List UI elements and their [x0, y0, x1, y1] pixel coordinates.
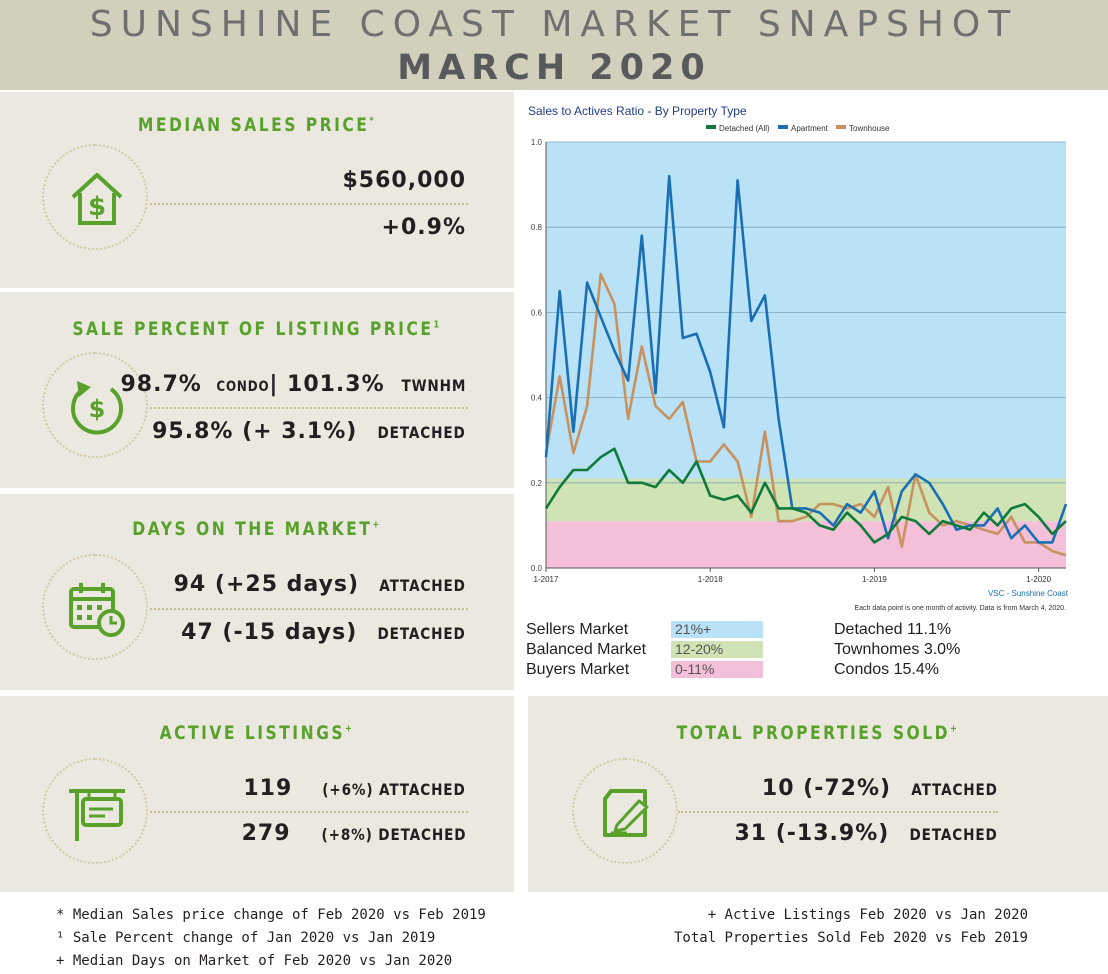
- chart-note: Each data point is one month of activity…: [854, 605, 1066, 612]
- total-sold-panel: TOTAL PROPERTIES SOLD+ 10 (-72%) ATTACHE…: [528, 696, 1108, 892]
- days-on-market-panel: DAYS ON THE MARKET+ 94 (+25 days) ATTACH…: [0, 494, 514, 690]
- active-listings-title: ACTIVE LISTINGS+: [159, 722, 355, 744]
- dom-line1: 94 (+25 days) ATTACHED: [173, 572, 466, 597]
- chart-title: Sales to Actives Ratio - By Property Typ…: [528, 104, 747, 118]
- legend-entry: Townhouse: [849, 124, 890, 133]
- median-value: $560,000: [342, 168, 466, 193]
- ratio-detached: Detached 11.1%: [834, 621, 952, 638]
- divider: [150, 811, 468, 813]
- series-line-apartment: [544, 174, 1068, 544]
- sold-icon-circle: [572, 758, 678, 864]
- footnote-median: * Median Sales price change of Feb 2020 …: [56, 907, 486, 923]
- svg-text:$: $: [89, 395, 106, 423]
- x-tick-label: 1-2020: [1026, 575, 1051, 584]
- divider: [150, 407, 468, 409]
- svg-text:$: $: [88, 192, 106, 222]
- calendar-clock-icon: [69, 583, 125, 637]
- legend-buyers-label: Buyers Market: [526, 661, 630, 678]
- legend-entry: Detached (All): [719, 124, 770, 133]
- x-tick-label: 1-2018: [698, 575, 723, 584]
- legend-balanced-range: 12-20%: [671, 641, 763, 658]
- x-tick-label: 1-2017: [534, 575, 559, 584]
- dom-line2: 47 (-15 days) DETACHED: [181, 620, 466, 645]
- x-tick-label: 1-2019: [862, 575, 887, 584]
- sign-icon: [69, 789, 125, 841]
- divider: [150, 203, 468, 205]
- y-tick-label: 0.0: [531, 564, 543, 573]
- ratio-townhomes: Townhomes 3.0%: [834, 641, 961, 658]
- divider: [678, 811, 998, 813]
- y-tick-label: 1.0: [531, 138, 543, 147]
- sold-line1: 10 (-72%) ATTACHED: [761, 776, 998, 801]
- active-line2: 279 (+8%) DETACHED: [241, 821, 466, 846]
- sale-percent-icon-circle: $: [42, 352, 148, 458]
- header: SUNSHINE COAST MARKET SNAPSHOT MARCH 202…: [0, 0, 1108, 90]
- dom-icon-circle: [42, 554, 148, 660]
- contract-pen-icon: [603, 789, 649, 837]
- band-sellers-market: [546, 142, 1066, 479]
- active-listings-panel: ACTIVE LISTINGS+ 119 (+6%) ATTACHED 279 …: [0, 696, 514, 892]
- sales-actives-chart: 0.0 0.2 0.4 0.6 0.8 1.0 1-2017 1-2018 1-2019 1-20…: [528, 104, 1069, 612]
- house-dollar-icon: $: [71, 173, 123, 225]
- y-tick-label: 0.6: [531, 308, 543, 317]
- legend-swatch: [836, 125, 846, 129]
- series-line-detached-all-: [544, 447, 1067, 544]
- y-tick-label: 0.8: [531, 223, 543, 232]
- page-subtitle: MARCH 2020: [397, 48, 711, 88]
- divider: [150, 608, 468, 610]
- median-icon-circle: $: [42, 144, 148, 250]
- footnote-sold: Total Properties Sold Feb 2020 vs Feb 20…: [673, 930, 1028, 946]
- median-sales-title: MEDIAN SALES PRICE*: [137, 114, 377, 136]
- sale-percent-panel: SALE PERCENT OF LISTING PRICE1 $ 98.7% C…: [0, 292, 514, 488]
- legend-entry: Apartment: [791, 124, 829, 133]
- cycle-dollar-icon: $: [71, 381, 123, 435]
- active-line1: 119 (+6%) ATTACHED: [243, 776, 466, 801]
- legend-sellers-label: Sellers Market: [526, 621, 629, 638]
- sale-percent-line2: 95.8% (+ 3.1%) DETACHED: [152, 419, 466, 444]
- y-tick-label: 0.4: [531, 394, 543, 403]
- legend-swatch: [706, 125, 716, 129]
- active-icon-circle: [42, 758, 148, 864]
- legend-buyers-range: 0-11%: [671, 661, 763, 678]
- footnote-sale-percent: ¹ Sale Percent change of Jan 2020 vs Jan…: [56, 930, 436, 946]
- days-on-market-title: DAYS ON THE MARKET+: [132, 518, 382, 540]
- legend-sellers-range: 21%+: [671, 621, 763, 638]
- series-line-townhouse: [544, 272, 1067, 557]
- legend-balanced-label: Balanced Market: [526, 641, 647, 658]
- legend-swatch: [778, 125, 788, 129]
- footnote-days: + Median Days on Market of Feb 2020 vs J…: [56, 953, 453, 969]
- sale-percent-title: SALE PERCENT OF LISTING PRICE1: [72, 318, 442, 340]
- chart-source: VSC - Sunshine Coast: [988, 589, 1069, 598]
- ratio-condos: Condos 15.4%: [834, 661, 939, 678]
- page-title: SUNSHINE COAST MARKET SNAPSHOT: [89, 4, 1019, 45]
- footnote-active: + Active Listings Feb 2020 vs Jan 2020: [707, 907, 1028, 923]
- total-sold-title: TOTAL PROPERTIES SOLD+: [676, 722, 960, 744]
- band-buyers-market: [546, 521, 1066, 568]
- sold-line2: 31 (-13.9%) DETACHED: [734, 821, 998, 846]
- sale-percent-line1: 98.7% CONDO| 101.3% TWNHM: [120, 372, 466, 397]
- median-sales-panel: MEDIAN SALES PRICE* $ $560,000 +0.9%: [0, 92, 514, 288]
- y-tick-label: 0.2: [531, 479, 543, 488]
- median-change: +0.9%: [381, 215, 466, 240]
